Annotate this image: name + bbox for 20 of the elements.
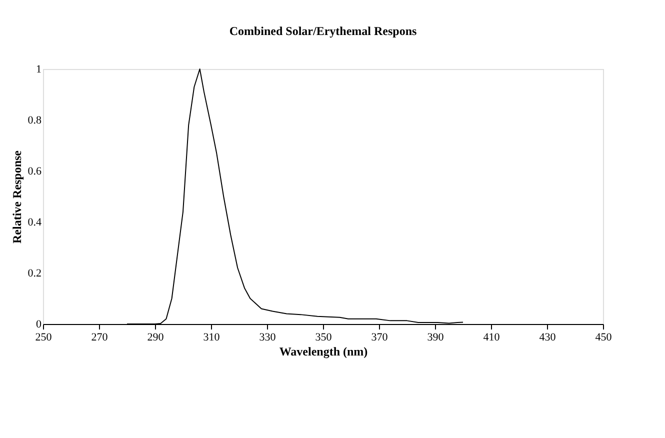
x-axis-title: Wavelength (nm)	[279, 344, 368, 358]
x-tick-label: 430	[539, 332, 556, 344]
x-tick-label: 450	[595, 332, 612, 344]
x-tick-label: 350	[315, 332, 332, 344]
y-axis-title: Relative Response	[10, 150, 24, 244]
x-tick-label: 390	[427, 332, 444, 344]
y-tick-label: 1	[36, 64, 42, 76]
y-tick-label: 0.8	[28, 114, 42, 126]
x-tick-label: 330	[259, 332, 276, 344]
chart-title: Combined Solar/Erythemal Respons	[229, 24, 417, 38]
y-tick-label: 0.4	[28, 216, 42, 228]
x-tick-label: 310	[203, 332, 220, 344]
y-tick-label: 0	[36, 318, 42, 330]
x-tick-label: 250	[35, 332, 52, 344]
y-tick-label: 0.2	[28, 268, 42, 280]
x-tick-label: 290	[147, 332, 164, 344]
y-tick-label: 0.6	[28, 166, 42, 178]
x-tick-label: 410	[483, 332, 500, 344]
x-tick-label: 370	[371, 332, 388, 344]
x-tick-label: 270	[91, 332, 108, 344]
